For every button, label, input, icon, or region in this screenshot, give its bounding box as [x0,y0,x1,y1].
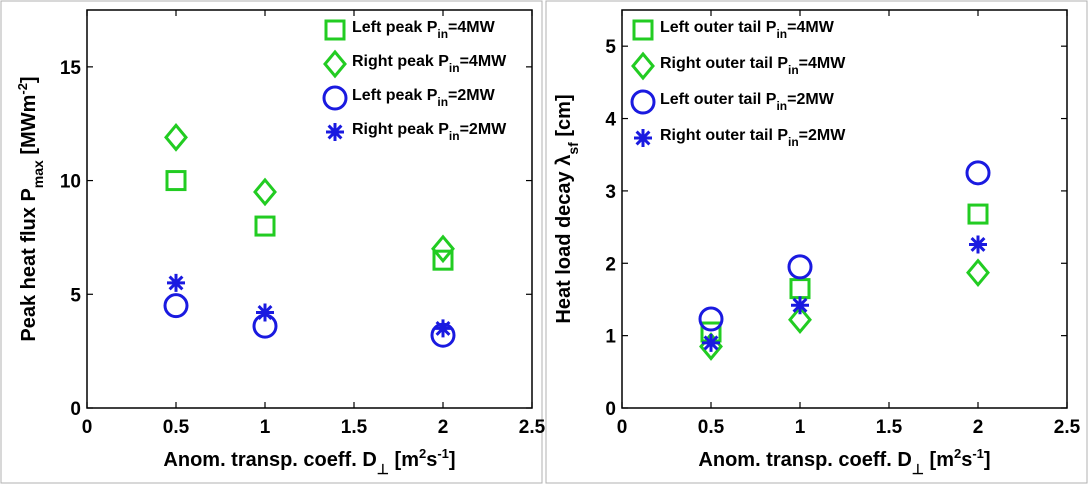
x-axis-label: Anom. transp. coeff. D⊥ [m2s-1] [163,446,455,477]
data-point [167,273,185,292]
series-diamond [164,123,455,264]
y-tick-label: 2 [605,254,616,275]
legend-label: Left outer tail Pin=4MW [660,19,835,41]
legend-marker [631,51,655,81]
x-axis-label: Anom. transp. coeff. D⊥ [m2s-1] [698,446,990,477]
data-point [966,258,990,288]
data-point [432,249,454,271]
legend-marker [322,85,348,111]
y-tick-label: 0 [605,399,616,420]
x-tick-label: 1 [260,417,271,438]
data-point [791,296,809,315]
legend-marker [634,129,652,147]
x-tick-label: 0.5 [698,417,725,438]
data-point [431,234,455,264]
y-tick-label: 4 [605,110,616,131]
right-chart: 0 0.5 1 1.5 2 2.5 0 1 2 3 4 5 Anom. transp. coeff. D… [553,9,1081,477]
x-tick-label: 0.5 [163,417,190,438]
x-tick-label: 1.5 [876,417,903,438]
data-point [789,278,811,300]
series-circle [163,293,456,348]
y-tick-label: 3 [605,182,616,203]
right-panel-frame [545,0,1088,484]
data-point [702,333,720,352]
x-tick-label: 2.5 [519,417,546,438]
data-point [434,319,452,338]
series-star [167,273,452,338]
x-tick-label: 0 [617,417,628,438]
series-square [165,170,454,271]
x-tick-label: 1.5 [341,417,368,438]
data-point [787,254,813,280]
legend-marker [326,123,344,141]
y-axis-label: Heat load decay λsf [cm] [553,94,581,323]
x-tick-label: 2 [438,417,449,438]
series-circle [698,160,991,332]
legend-label: Right outer tail Pin=2MW [660,127,846,149]
legend-label: Right peak Pin=2MW [352,121,507,143]
y-tick-label: 1 [605,327,616,348]
data-point [788,305,812,335]
data-point [698,306,724,332]
y-tick-label: 0 [70,399,81,420]
plot-area-box [86,9,533,409]
data-point [969,235,987,254]
series-square [700,203,989,343]
data-point [165,170,187,192]
y-tick-label: 15 [60,58,82,79]
legend-label: Right peak Pin=4MW [352,53,507,75]
legend-label: Left outer tail Pin=2MW [660,91,835,113]
left-chart: 0 0.5 1 1.5 2 2.5 0 5 10 15 Anom. transp. coeff. D… [15,9,546,477]
data-point [256,303,274,322]
series-star [702,235,987,352]
data-point [253,177,277,207]
legend-label: Right outer tail Pin=4MW [660,55,846,77]
legend-label: Left peak Pin=4MW [352,19,496,41]
data-point [164,123,188,152]
y-tick-label: 10 [60,172,81,193]
left-panel-frame [0,0,543,484]
x-tick-label: 1 [795,417,806,438]
legend-label: Left peak Pin=2MW [352,87,496,109]
x-tick-label: 2.5 [1054,417,1081,438]
legend-marker [324,19,346,41]
y-axis-label: Peak heat flux Pmax [MWm-2] [15,76,46,341]
data-point [967,203,989,225]
legend-marker [323,49,347,79]
data-point [254,215,276,237]
legend-marker [630,89,656,115]
data-point [965,160,991,186]
y-tick-label: 5 [605,37,616,58]
plot-area-box [621,9,1068,409]
x-tick-label: 0 [82,417,93,438]
y-tick-label: 5 [70,285,81,306]
x-tick-label: 2 [973,417,984,438]
data-point [163,293,189,319]
legend: Left outer tail Pin=4MW Right outer tail … [630,19,846,149]
legend-marker [632,19,654,41]
series-diamond [699,258,990,361]
legend: Left peak Pin=4MW Right peak Pin=4MW Left … [322,19,507,143]
